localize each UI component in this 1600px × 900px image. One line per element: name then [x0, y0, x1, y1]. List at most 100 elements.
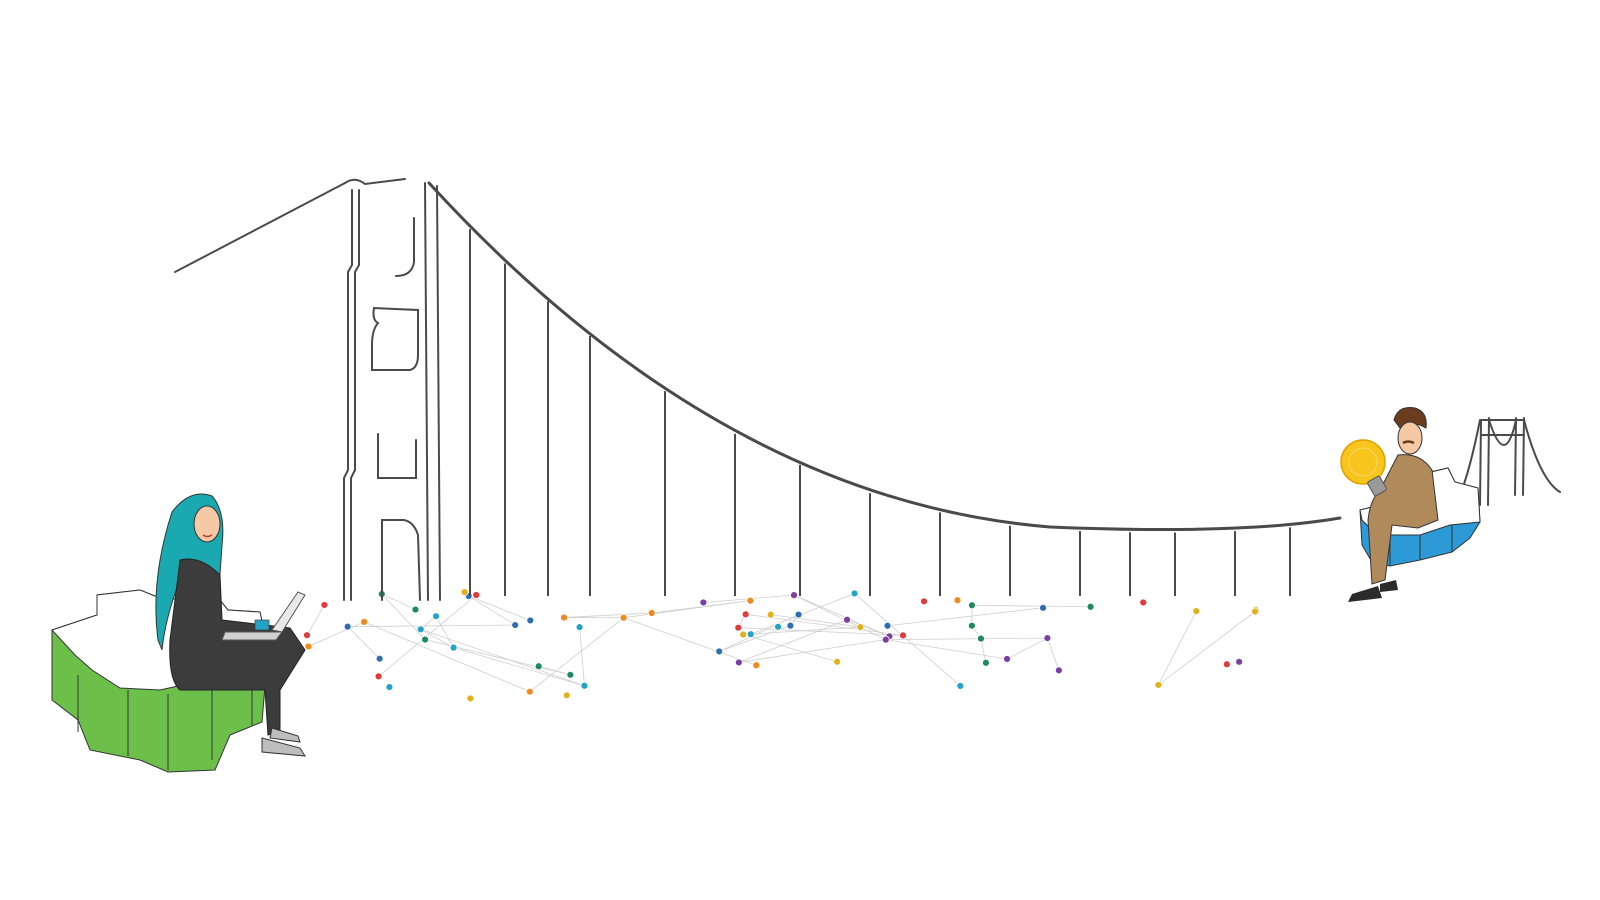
network-node: [534, 662, 543, 671]
network-node: [734, 623, 743, 632]
network-node: [739, 630, 748, 639]
network-link: [887, 607, 1044, 627]
network-link: [435, 615, 454, 648]
network-node: [411, 605, 420, 614]
network-node: [981, 658, 990, 667]
network-link: [623, 617, 757, 666]
network-link: [453, 647, 585, 687]
network-link: [363, 621, 530, 693]
network-node: [343, 622, 352, 631]
network-link: [743, 634, 838, 663]
network-node: [460, 588, 469, 597]
network-link: [347, 626, 380, 659]
network-link: [308, 621, 365, 647]
network-node: [562, 691, 571, 700]
network-link: [529, 617, 624, 692]
network-link: [750, 593, 855, 635]
network-link: [420, 628, 454, 648]
network-link: [306, 604, 325, 636]
network-link: [738, 627, 903, 636]
network-node: [1054, 666, 1063, 675]
network-node: [385, 683, 394, 691]
network-node: [699, 598, 708, 607]
network-node: [566, 670, 575, 679]
network-node: [416, 625, 425, 634]
network-node: [580, 681, 589, 690]
network-link: [623, 600, 751, 619]
network-link: [1047, 637, 1060, 671]
network-node: [526, 616, 535, 625]
network-node: [967, 621, 976, 630]
network-link: [425, 639, 571, 676]
bridge-icon: [174, 178, 1561, 601]
network-link: [770, 614, 861, 628]
network-node: [794, 610, 803, 619]
network-link: [378, 594, 477, 677]
network-node: [1003, 655, 1011, 663]
network-node: [1222, 660, 1231, 669]
network-node: [752, 661, 761, 670]
network-node: [360, 617, 368, 626]
network-link: [854, 593, 961, 687]
network-node: [881, 635, 890, 644]
network-node: [786, 621, 795, 630]
network-node: [899, 631, 907, 640]
network-link: [1158, 610, 1197, 686]
network-node: [715, 647, 724, 656]
network-link: [738, 639, 886, 663]
network-node: [472, 591, 481, 599]
network-link: [381, 593, 416, 610]
laptop-icon: [221, 591, 306, 641]
network-node: [920, 597, 928, 606]
network-link: [738, 619, 848, 663]
network-node: [525, 687, 534, 696]
lightbulb-icon: [1340, 439, 1387, 497]
network-node: [304, 642, 313, 651]
woman-with-laptop: [155, 493, 306, 757]
network-node: [1154, 681, 1163, 689]
network-link: [971, 604, 1091, 608]
network-link: [579, 627, 585, 686]
man-with-lightbulb: [1348, 407, 1439, 602]
network-node: [1139, 598, 1148, 607]
network-node: [432, 612, 440, 621]
network-node: [560, 613, 568, 622]
network-node: [1043, 634, 1052, 643]
network-node: [320, 601, 329, 609]
network-node: [619, 613, 628, 622]
network-link: [793, 594, 890, 637]
network-icon: [303, 588, 1260, 703]
network-node: [741, 610, 750, 619]
network-node: [856, 623, 865, 631]
network-node: [734, 658, 743, 667]
network-node: [766, 610, 775, 619]
network-link: [1006, 637, 1048, 660]
network-link: [381, 593, 426, 640]
network-node: [466, 694, 475, 703]
network-node: [1251, 607, 1260, 616]
network-node: [790, 591, 798, 600]
network-node: [647, 609, 656, 617]
network-link: [468, 595, 531, 621]
network-node: [421, 635, 430, 644]
network-node: [953, 596, 962, 605]
network-node: [375, 654, 384, 663]
network-node: [774, 622, 782, 631]
network-node: [1086, 602, 1095, 611]
network-link: [793, 594, 886, 641]
network-link: [885, 639, 1008, 660]
network-link: [885, 637, 1048, 641]
network-node: [374, 672, 383, 681]
network-link: [564, 612, 652, 618]
network-node: [968, 601, 976, 610]
network-node: [575, 623, 584, 632]
network-link: [980, 638, 987, 663]
network-node: [850, 589, 859, 598]
network-node: [883, 621, 892, 630]
network-link: [1158, 611, 1256, 686]
network-node: [511, 621, 520, 629]
network-node: [833, 657, 842, 666]
network-node: [1235, 657, 1244, 666]
network-node: [956, 682, 965, 690]
